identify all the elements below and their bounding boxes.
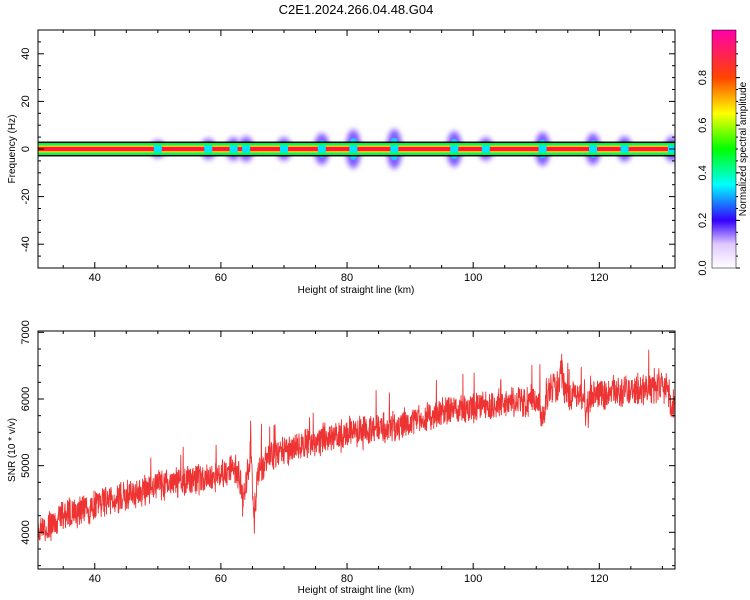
spectrogram-x-tick-label-60: 60 — [215, 272, 227, 284]
spectrogram-panel: 40 60 80 100 120 -40 -20 0 20 40 Height of straig… — [7, 29, 676, 296]
colorbar-tick-label-0.4: 0.4 — [697, 165, 709, 180]
snr-y-tick-label-4000: 4000 — [20, 520, 32, 544]
snr-y-axis-label: SNR (10 * v/v) — [7, 418, 18, 482]
spectral-band-gap-11 — [589, 145, 598, 153]
spectral-band-gap-7 — [390, 145, 399, 153]
spectral-band-gap-8 — [450, 145, 459, 153]
spectrogram-x-axis-label: Height of straight line (km) — [298, 285, 415, 296]
spectrogram-y-axis-label: Frequency (Hz) — [7, 115, 18, 184]
spectral-band-gap-9 — [481, 145, 490, 153]
snr-x-tick-label-100: 100 — [464, 573, 482, 585]
spectrogram-x-tick-label-40: 40 — [89, 272, 101, 284]
snr-x-axis-label: Height of straight line (km) — [298, 585, 415, 596]
colorbar-label: Normalized spectral amplitude — [738, 81, 749, 216]
spectral-band-gap-1 — [204, 145, 213, 153]
colorbar-tick-label-0.0: 0.0 — [697, 260, 709, 275]
snr-y-tick-label-5000: 5000 — [20, 453, 32, 477]
colorbar-tick-label-0.2: 0.2 — [697, 213, 709, 228]
spectral-band-gap-4 — [279, 145, 288, 153]
spectrogram-x-tick-label-100: 100 — [464, 272, 482, 284]
spectral-band-gap-2 — [229, 145, 238, 153]
spectrogram-y-tick-label--20: -20 — [20, 189, 32, 205]
spectrogram-ticks: 40 60 80 100 120 -40 -20 0 20 40 — [20, 29, 675, 284]
colorbar-tick-label-0.8: 0.8 — [697, 70, 709, 85]
spectrogram-x-tick-label-120: 120 — [590, 272, 608, 284]
spectrogram-y-tick-label-40: 40 — [20, 48, 32, 60]
snr-x-tick-label-80: 80 — [341, 573, 353, 585]
spectrogram-y-tick-label--40: -40 — [20, 236, 32, 252]
chart-title: C2E1.2024.266.04.48.G04 — [279, 2, 434, 17]
spectral-band-gap-5 — [317, 145, 326, 153]
spectral-band-gap-3 — [242, 145, 251, 153]
colorbar: 0.0 0.2 0.4 0.6 0.8 Normalized spectral ampl… — [697, 29, 749, 276]
snr-series-line — [38, 349, 675, 542]
spectral-band-gap-0 — [153, 145, 162, 153]
snr-x-tick-label-120: 120 — [590, 573, 608, 585]
spectral-band-gap-12 — [620, 145, 629, 153]
spectrogram-x-tick-label-80: 80 — [341, 272, 353, 284]
spectrogram-y-tick-label-20: 20 — [20, 95, 32, 107]
snr-ticks: 40 60 80 100 120 4000 5000 6000 7000 — [20, 320, 675, 585]
snr-x-tick-label-60: 60 — [215, 573, 227, 585]
snr-y-tick-label-7000: 7000 — [20, 320, 32, 344]
colorbar-ticks: 0.0 0.2 0.4 0.6 0.8 — [697, 41, 740, 276]
spectral-band-gap-10 — [538, 145, 547, 153]
snr-panel: 40 60 80 100 120 4000 5000 6000 7000 Height of s… — [7, 320, 676, 596]
snr-y-tick-label-6000: 6000 — [20, 387, 32, 411]
snr-plot-area — [38, 331, 675, 569]
snr-frame — [37, 330, 676, 570]
spectrogram-y-tick-label-0: 0 — [20, 146, 32, 152]
spectral-band-gap-6 — [349, 145, 358, 153]
spectrogram-content — [38, 127, 675, 171]
snr-content — [38, 349, 675, 542]
colorbar-gradient — [712, 30, 736, 268]
snr-x-tick-label-40: 40 — [89, 573, 101, 585]
colorbar-tick-label-0.6: 0.6 — [697, 118, 709, 133]
